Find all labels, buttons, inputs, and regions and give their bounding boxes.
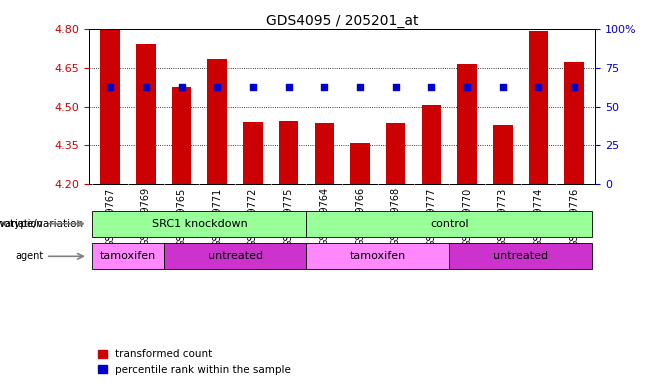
- Bar: [528, 31, 548, 184]
- Text: GSM709767: GSM709767: [105, 187, 115, 247]
- Bar: [172, 87, 191, 184]
- Point: [390, 84, 401, 90]
- Text: GSM709765: GSM709765: [176, 187, 187, 247]
- Text: tamoxifen: tamoxifen: [100, 251, 156, 262]
- Text: GSM709772: GSM709772: [248, 187, 258, 247]
- Text: GSM709769: GSM709769: [141, 187, 151, 247]
- Bar: [136, 44, 156, 184]
- Bar: [350, 143, 370, 184]
- Bar: [207, 59, 227, 184]
- Text: GSM709766: GSM709766: [355, 187, 365, 247]
- FancyBboxPatch shape: [164, 243, 307, 269]
- Text: SRC1 knockdown: SRC1 knockdown: [151, 218, 247, 229]
- Text: agent: agent: [15, 251, 43, 262]
- Point: [569, 84, 579, 90]
- Bar: [386, 123, 405, 184]
- Bar: [422, 105, 441, 184]
- Text: GSM709768: GSM709768: [391, 187, 401, 247]
- Text: GSM709775: GSM709775: [284, 187, 293, 247]
- Point: [462, 84, 472, 90]
- Bar: [565, 63, 584, 184]
- FancyBboxPatch shape: [92, 211, 307, 237]
- Text: GSM709773: GSM709773: [497, 187, 508, 247]
- Point: [284, 84, 294, 90]
- Bar: [243, 122, 263, 184]
- Point: [426, 84, 437, 90]
- Point: [141, 84, 151, 90]
- Point: [212, 84, 222, 90]
- Text: GSM709764: GSM709764: [319, 187, 329, 247]
- Text: GSM709774: GSM709774: [534, 187, 544, 247]
- Bar: [457, 64, 477, 184]
- FancyBboxPatch shape: [92, 243, 164, 269]
- Point: [105, 84, 116, 90]
- Text: genotype/variation: genotype/variation: [0, 218, 84, 229]
- FancyBboxPatch shape: [307, 211, 592, 237]
- Text: GSM709776: GSM709776: [569, 187, 579, 247]
- Text: tamoxifen: tamoxifen: [349, 251, 406, 262]
- Text: untreated: untreated: [493, 251, 548, 262]
- FancyBboxPatch shape: [449, 243, 592, 269]
- Text: GSM709771: GSM709771: [213, 187, 222, 247]
- Bar: [101, 29, 120, 184]
- Title: GDS4095 / 205201_at: GDS4095 / 205201_at: [266, 14, 418, 28]
- Text: GSM709777: GSM709777: [426, 187, 436, 247]
- Text: untreated: untreated: [207, 251, 263, 262]
- Point: [355, 84, 365, 90]
- Bar: [279, 121, 299, 184]
- Point: [247, 84, 258, 90]
- Text: GSM709770: GSM709770: [462, 187, 472, 247]
- Point: [497, 84, 508, 90]
- Point: [176, 84, 187, 90]
- Text: control: control: [430, 218, 468, 229]
- Legend: transformed count, percentile rank within the sample: transformed count, percentile rank withi…: [94, 345, 295, 379]
- Point: [319, 84, 330, 90]
- Point: [533, 84, 544, 90]
- Bar: [493, 125, 513, 184]
- FancyBboxPatch shape: [307, 243, 449, 269]
- Bar: [315, 123, 334, 184]
- Text: genotype/variation: genotype/variation: [0, 218, 43, 229]
